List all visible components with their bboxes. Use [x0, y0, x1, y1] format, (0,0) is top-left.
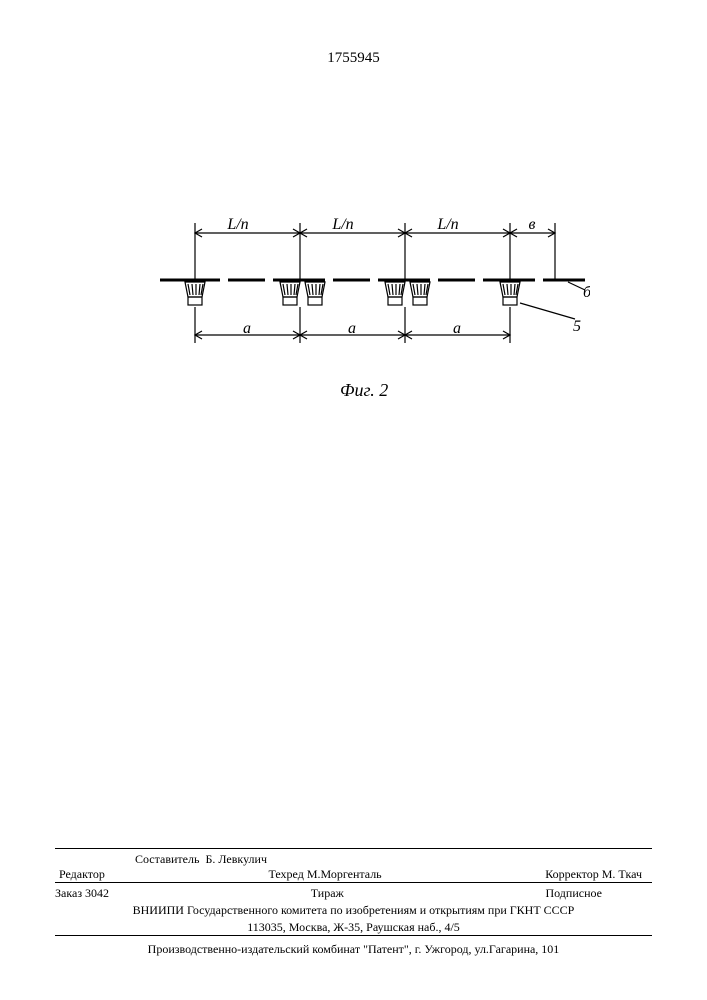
svg-text:a: a [243, 320, 251, 337]
svg-text:L/n: L/n [226, 216, 248, 233]
divider-1 [55, 848, 652, 849]
figure-svg: L/n L/n L/n в [150, 215, 590, 395]
figure-2: L/n L/n L/n в [150, 215, 590, 395]
svg-text:в: в [529, 216, 536, 233]
divider-2 [55, 882, 652, 883]
tirage: Тираж [311, 886, 344, 901]
page-number: 1755945 [327, 50, 380, 67]
svg-text:a: a [348, 320, 356, 337]
org-line-2: 113035, Москва, Ж-35, Раушская наб., 4/5 [55, 920, 652, 935]
order-number: Заказ 3042 [55, 886, 109, 901]
svg-text:a: a [453, 320, 461, 337]
svg-text:5: 5 [573, 318, 581, 335]
figure-caption: Фиг. 2 [340, 380, 388, 401]
footer: Производственно-издательский комбинат "П… [55, 942, 652, 957]
tech-editor: Техред М.Моргенталь [268, 867, 381, 882]
svg-text:L/n: L/n [331, 216, 353, 233]
svg-text:L/n: L/n [436, 216, 458, 233]
svg-text:б: б [583, 284, 590, 301]
compiler: Составитель Б. Левкулич [135, 852, 267, 867]
corrector: Корректор М. Ткач [545, 867, 642, 882]
org-line-1: ВНИИПИ Государственного комитета по изоб… [55, 903, 652, 918]
editor: Редактор [59, 867, 105, 882]
credits-block: Составитель Б. Левкулич Редактор Техред … [55, 852, 652, 882]
order-block: Заказ 3042 Тираж Подписное ВНИИПИ Госуда… [55, 886, 652, 935]
divider-3 [55, 935, 652, 936]
subscription: Подписное [545, 886, 602, 901]
